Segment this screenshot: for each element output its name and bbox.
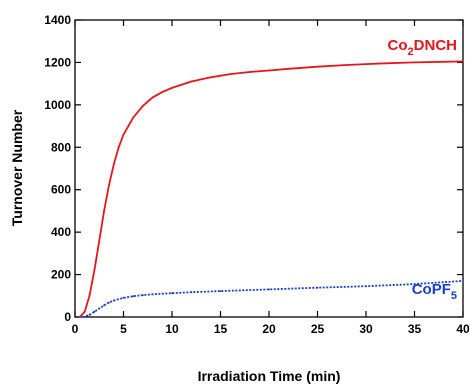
series-line-copf5 bbox=[82, 280, 464, 318]
x-tick-label-25: 25 bbox=[311, 322, 325, 336]
x-tick-label-0: 0 bbox=[72, 322, 79, 336]
point-co2dnch-18 bbox=[248, 71, 251, 73]
series-line-co2dnch bbox=[79, 60, 464, 318]
y-tick-label-1000: 1000 bbox=[44, 98, 71, 112]
point-co2dnch-12 bbox=[151, 96, 154, 99]
point-copf5-14 bbox=[268, 288, 270, 291]
point-co2dnch-15 bbox=[190, 80, 193, 83]
point-copf5-5 bbox=[108, 301, 110, 304]
x-tick-label-5: 5 bbox=[120, 322, 127, 336]
y-axis-label: Turnover Number bbox=[9, 109, 25, 226]
point-copf5-17 bbox=[413, 283, 416, 285]
point-co2dnch-4 bbox=[98, 239, 101, 242]
x-tick-label-30: 30 bbox=[359, 322, 373, 336]
point-copf5-13 bbox=[219, 290, 222, 292]
series-label-copf5: CoPF5 bbox=[412, 281, 457, 302]
point-co2dnch-11 bbox=[142, 105, 144, 107]
series-labels: Co2DNCH CoPF5 bbox=[388, 37, 457, 302]
point-copf5-6 bbox=[112, 299, 115, 302]
point-co2dnch-7 bbox=[112, 163, 115, 166]
x-tick-label-15: 15 bbox=[214, 322, 228, 336]
point-co2dnch-9 bbox=[122, 133, 125, 136]
point-co2dnch-21 bbox=[316, 65, 319, 68]
point-copf5-3 bbox=[98, 307, 101, 310]
point-co2dnch-16 bbox=[209, 76, 212, 79]
point-co2dnch-27 bbox=[462, 60, 464, 63]
point-co2dnch-17 bbox=[229, 73, 232, 75]
point-copf5-1 bbox=[88, 314, 91, 316]
point-copf5-12 bbox=[190, 291, 193, 294]
point-co2dnch-20 bbox=[287, 67, 290, 70]
x-tick-label-20: 20 bbox=[262, 322, 276, 336]
point-copf5-9 bbox=[142, 294, 144, 296]
y-tick-label-400: 400 bbox=[51, 225, 71, 239]
point-copf5-15 bbox=[316, 286, 319, 289]
y-tick-label-800: 800 bbox=[51, 140, 71, 154]
point-copf5-0 bbox=[81, 316, 84, 318]
point-co2dnch-26 bbox=[442, 60, 445, 63]
point-copf5-2 bbox=[93, 310, 96, 313]
point-copf5-4 bbox=[103, 304, 105, 307]
axis-ticks: 0 5 10 15 20 25 30 35 40020040060080010001200140… bbox=[44, 13, 470, 336]
point-co2dnch-10 bbox=[132, 116, 135, 119]
plot-frame bbox=[74, 19, 464, 318]
point-copf5-10 bbox=[151, 293, 154, 296]
x-tick-label-10: 10 bbox=[165, 322, 179, 336]
series-layer bbox=[78, 60, 464, 318]
point-co2dnch-6 bbox=[108, 184, 110, 187]
point-co2dnch-25 bbox=[413, 61, 416, 64]
y-tick-label-1400: 1400 bbox=[44, 13, 71, 27]
point-co2dnch-22 bbox=[345, 64, 348, 66]
series-label-co2dnch: Co2DNCH bbox=[388, 37, 457, 58]
x-tick-label-40: 40 bbox=[456, 322, 470, 336]
y-tick-label-600: 600 bbox=[51, 183, 71, 197]
point-co2dnch-23 bbox=[365, 63, 367, 65]
point-co2dnch-0 bbox=[78, 316, 81, 318]
point-co2dnch-13 bbox=[161, 91, 164, 93]
point-co2dnch-3 bbox=[93, 269, 96, 272]
point-co2dnch-5 bbox=[103, 210, 105, 212]
point-copf5-7 bbox=[122, 297, 125, 299]
point-co2dnch-19 bbox=[268, 69, 270, 72]
point-copf5-18 bbox=[462, 280, 464, 282]
y-tick-label-0: 0 bbox=[64, 310, 71, 324]
y-tick-label-1200: 1200 bbox=[44, 55, 71, 69]
x-tick-label-35: 35 bbox=[408, 322, 422, 336]
point-co2dnch-14 bbox=[171, 87, 173, 89]
y-tick-label-200: 200 bbox=[51, 268, 71, 282]
point-co2dnch-2 bbox=[88, 294, 91, 297]
x-axis-label: Irradiation Time (min) bbox=[198, 368, 341, 384]
point-copf5-16 bbox=[365, 285, 367, 288]
point-copf5-8 bbox=[132, 295, 135, 298]
point-copf5-11 bbox=[171, 292, 173, 295]
point-co2dnch-8 bbox=[117, 146, 120, 149]
point-co2dnch-24 bbox=[384, 62, 387, 65]
point-co2dnch-1 bbox=[83, 310, 86, 313]
